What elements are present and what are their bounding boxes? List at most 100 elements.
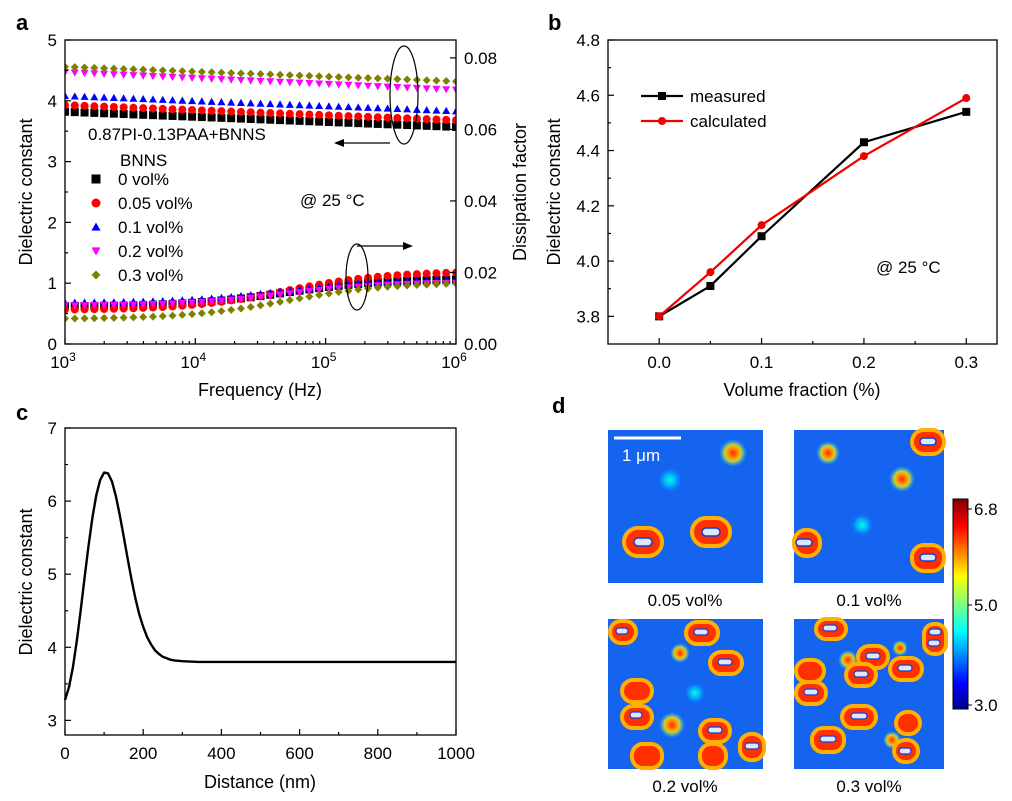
map-0-3-particles bbox=[794, 617, 948, 764]
a-marker-dissipation bbox=[393, 282, 402, 291]
scale-bar-label: 1 μm bbox=[622, 446, 660, 465]
map-0-1-particle bbox=[850, 513, 874, 537]
map-0-1-particle bbox=[889, 466, 915, 492]
panel-b: b 0.0 0.1 0.2 0.3 3.8 4.0 4.2 4.4 4.6 4.8 Volume … bbox=[544, 10, 998, 400]
a-marker-dissipation bbox=[168, 311, 177, 320]
a-marker-dielectric bbox=[246, 69, 255, 78]
a-marker-dielectric bbox=[295, 71, 304, 80]
panel-b-data bbox=[655, 94, 971, 321]
a-marker-dielectric bbox=[109, 93, 118, 102]
a-marker-dissipation bbox=[373, 283, 382, 292]
a-marker-dielectric bbox=[452, 116, 456, 125]
a-marker-dissipation bbox=[412, 281, 421, 290]
map-0-2-particles bbox=[608, 619, 766, 770]
a-marker-dielectric bbox=[334, 111, 343, 120]
a-marker-dielectric bbox=[373, 74, 382, 83]
b-legend-marker bbox=[658, 117, 666, 125]
panel-a-label: a bbox=[16, 10, 29, 35]
a-marker-dielectric bbox=[403, 75, 412, 84]
a-marker-dissipation bbox=[197, 309, 206, 318]
a-marker-dissipation bbox=[100, 301, 109, 310]
a-xtick-label: 103 bbox=[50, 350, 76, 372]
a-marker-dielectric bbox=[168, 111, 177, 120]
a-marker-dielectric bbox=[373, 83, 382, 91]
a-marker-dissipation bbox=[65, 314, 69, 323]
a-marker-dissipation bbox=[422, 280, 431, 289]
a-marker-dissipation bbox=[364, 284, 373, 293]
a-marker-dielectric bbox=[432, 85, 441, 93]
a-marker-dielectric bbox=[334, 72, 343, 81]
a-marker-dielectric bbox=[119, 71, 128, 79]
a-legend-marker bbox=[91, 222, 101, 231]
a-marker-dielectric bbox=[158, 95, 167, 103]
a-marker-dielectric bbox=[158, 66, 167, 75]
a-marker-dielectric bbox=[344, 112, 353, 121]
a-marker-dielectric bbox=[148, 95, 157, 103]
a-marker-dissipation bbox=[256, 293, 265, 301]
c-ytick-label: 5 bbox=[48, 565, 57, 584]
a-marker-dielectric bbox=[432, 76, 441, 85]
a-marker-dielectric bbox=[324, 72, 333, 81]
a-marker-dielectric bbox=[383, 74, 392, 83]
a-marker-dissipation bbox=[158, 312, 167, 321]
a-marker-dielectric bbox=[80, 69, 89, 78]
a-marker-dielectric bbox=[217, 113, 226, 122]
panel-a-temperature: @ 25 °C bbox=[300, 191, 365, 210]
a-marker-dielectric bbox=[129, 94, 138, 102]
a-marker-dielectric bbox=[452, 86, 456, 94]
a-marker-dielectric bbox=[207, 97, 216, 105]
colorbar-min-label: 3.0 bbox=[974, 696, 998, 715]
c-xtick-label: 0 bbox=[60, 744, 69, 763]
a-marker-dissipation bbox=[393, 271, 402, 280]
a-marker-dielectric bbox=[354, 119, 363, 128]
a-marker-dielectric bbox=[197, 113, 206, 122]
a-marker-dielectric bbox=[285, 109, 294, 118]
a-marker-dielectric bbox=[158, 104, 167, 113]
a-marker-dielectric bbox=[403, 84, 412, 92]
a-marker-dielectric bbox=[217, 98, 226, 106]
a-marker-dissipation bbox=[246, 294, 255, 302]
a-marker-dielectric bbox=[227, 98, 236, 106]
a-marker-dielectric bbox=[442, 86, 451, 94]
a-marker-dielectric bbox=[246, 108, 255, 117]
a-marker-dielectric bbox=[393, 104, 402, 113]
a-marker-dielectric bbox=[119, 64, 128, 73]
a-marker-dielectric bbox=[266, 109, 275, 118]
a-marker-dielectric bbox=[90, 63, 99, 72]
b-point-calculated bbox=[962, 94, 971, 103]
a-marker-dielectric bbox=[188, 67, 197, 76]
a-marker-dielectric bbox=[80, 108, 89, 117]
a-marker-dielectric bbox=[285, 79, 294, 87]
map-0-2-particle bbox=[659, 712, 685, 738]
a-marker-dielectric bbox=[227, 107, 236, 116]
a-marker-dielectric bbox=[139, 104, 148, 113]
a-marker-dielectric bbox=[139, 65, 148, 74]
panel-a-legend-title: BNNS bbox=[120, 151, 167, 170]
a-marker-dielectric bbox=[344, 102, 353, 111]
a-marker-dielectric bbox=[188, 96, 197, 105]
a-marker-dielectric bbox=[315, 101, 324, 110]
b-point-measured bbox=[757, 232, 766, 241]
panel-a-xlabel: Frequency (Hz) bbox=[198, 380, 322, 400]
a-marker-dielectric bbox=[266, 99, 275, 108]
a-marker-dielectric bbox=[100, 102, 109, 111]
a-marker-dielectric bbox=[236, 114, 245, 123]
map-0-05-particle-core bbox=[633, 537, 653, 547]
a-ytick-label: 2 bbox=[48, 213, 57, 232]
a-marker-dielectric bbox=[90, 93, 99, 101]
map-0-05-caption: 0.05 vol% bbox=[648, 591, 723, 610]
a-marker-dielectric bbox=[119, 103, 128, 112]
a-marker-dielectric bbox=[383, 104, 392, 112]
a-marker-dissipation bbox=[383, 271, 392, 280]
a-marker-dissipation bbox=[442, 279, 451, 288]
a-marker-dielectric bbox=[139, 110, 148, 119]
panel-c-ylabel: Dielectric constant bbox=[16, 508, 36, 655]
a-marker-dielectric bbox=[197, 97, 206, 105]
a-marker-dielectric bbox=[256, 70, 265, 79]
c-ytick-label: 3 bbox=[48, 711, 57, 730]
a-marker-dielectric bbox=[256, 99, 265, 107]
a-marker-dissipation bbox=[236, 304, 245, 313]
a-marker-dielectric bbox=[119, 94, 128, 102]
panel-b-ylabel: Dielectric constant bbox=[544, 118, 564, 265]
a-marker-dielectric bbox=[305, 71, 314, 80]
